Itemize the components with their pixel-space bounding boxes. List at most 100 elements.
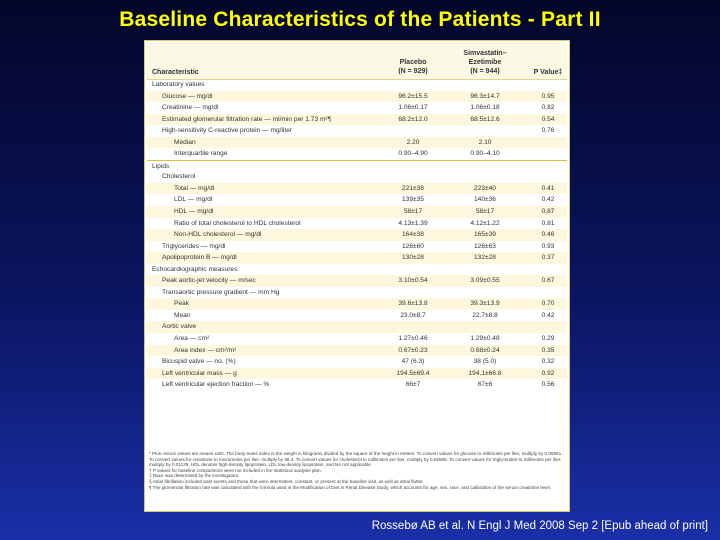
footnote: § Atrial fibrillation included past even… (149, 478, 424, 484)
footnote: ‡ Race was determined by the investigato… (149, 473, 240, 479)
simvastatin-ezetimibe-value: 3.09±0.55 (470, 277, 500, 285)
p-value: 0.87 (541, 208, 555, 216)
placebo-value: 3.10±0.54 (398, 277, 428, 285)
row-label: Glucose — mg/dl (162, 92, 213, 100)
p-value: 0.29 (541, 335, 555, 343)
table-row: Bicuspid valve — no. (%) 47 (6.3) 38 (5.0)… (147, 356, 567, 368)
placebo-value: 194.5±69.4 (396, 369, 430, 377)
table-row: Total — mg/dl 221±38 223±40 0.41 (147, 182, 567, 195)
simvastatin-ezetimibe-value: 68.5±12.6 (470, 115, 500, 123)
placebo-value: 0.90–4.90 (398, 150, 428, 158)
table-row: Area — cm² 1.27±0.46 1.29±0.48 0.29 (147, 333, 567, 345)
table-row: HDL — mg/dl 58±17 58±17 0.87 (147, 206, 567, 218)
table-row: Peak 39.6±13.8 39.3±13.9 0.70 (147, 298, 567, 310)
p-value: 0.42 (541, 311, 555, 319)
simvastatin-ezetimibe-value: 38 (5.0) (473, 358, 497, 366)
simvastatin-ezetimibe-value: 39.3±13.9 (470, 300, 500, 308)
table-row: Apolipoprotein B — mg/dl 130±28 132±28 0.37 (147, 252, 567, 264)
header-pvalue: P Value‡ (533, 69, 563, 76)
placebo-value: 96.2±15.5 (398, 92, 428, 100)
table-row: Aortic valve (147, 321, 567, 334)
header-simvastatin-ezetimibe: Simvastatin– Ezetimibe (N = 944) (453, 49, 517, 76)
footnote: † P values for baseline comparisons were… (149, 467, 322, 473)
table-row: Ratio of total cholesterol to HDL choles… (147, 218, 567, 230)
placebo-value: 58±17 (403, 208, 423, 216)
p-value: 0.32 (541, 358, 555, 366)
row-label: High-sensitivity C-reactive protein — mg… (162, 127, 293, 135)
table-row: Laboratory values (147, 79, 567, 91)
table-row: High-sensitivity C-reactive protein — mg… (147, 125, 567, 137)
table-row: Median 2.20 2.10 (147, 136, 567, 149)
placebo-value: 126±60 (402, 242, 424, 250)
row-label: Median (174, 138, 196, 146)
row-label: Bicuspid valve — no. (%) (162, 358, 236, 366)
row-label: Area — cm² (174, 335, 210, 343)
row-label: Left ventricular mass — g (162, 369, 237, 377)
row-label: Estimated glomerular filtration rate — m… (162, 115, 332, 123)
footnote: * Plus–minus values are means ±SD. The b… (149, 451, 563, 468)
table-row: Non-HDL cholesterol — mg/dl 164±38 165±39 0… (147, 229, 567, 241)
simvastatin-ezetimibe-value: 96.3±14.7 (470, 92, 500, 100)
row-label: Apolipoprotein B — mg/dl (162, 254, 237, 262)
p-value: 0.37 (541, 254, 555, 262)
citation: Rossebø AB et al. N Engl J Med 2008 Sep … (371, 520, 708, 532)
row-label: LDL — mg/dl (174, 196, 213, 204)
placebo-value: 23.0±8.7 (400, 311, 426, 319)
table-row: Mean 23.0±8.7 22.7±8.8 0.42 (147, 310, 567, 322)
header-placebo-line2: (N = 929) (398, 68, 428, 75)
table-row: Peak aortic-jet velocity — m/sec 3.10±0.5… (147, 275, 567, 287)
row-label: Creatinine — mg/dl (162, 104, 219, 112)
simvastatin-ezetimibe-value: 126±63 (474, 242, 496, 250)
row-label: Peak aortic-jet velocity — m/sec (162, 277, 256, 285)
table-row: Interquartile range 0.90–4.90 0.90–4.10 (147, 148, 567, 160)
row-label: Peak (174, 300, 190, 308)
p-value: 0.67 (541, 277, 555, 285)
header-simva-line2: Ezetimibe (468, 59, 502, 66)
table-row: Estimated glomerular filtration rate — m… (147, 113, 567, 126)
table-row: Cholesterol (147, 171, 567, 183)
p-value: 0.42 (541, 196, 555, 204)
simvastatin-ezetimibe-value: 4.12±1.22 (470, 219, 500, 227)
row-label: Laboratory values (152, 81, 205, 88)
row-label: Cholesterol (162, 173, 196, 181)
simvastatin-ezetimibe-value: 194.1±66.8 (468, 369, 502, 377)
placebo-value: 4.13±1.39 (398, 219, 428, 227)
table-footnotes: * Plus–minus values are means ±SD. The b… (149, 451, 567, 490)
header-placebo: Placebo (N = 929) (383, 58, 443, 76)
row-label: Lipids (152, 162, 170, 170)
simvastatin-ezetimibe-value: 58±17 (475, 208, 495, 216)
p-value: 0.35 (541, 346, 555, 354)
row-label: Aortic valve (162, 323, 197, 331)
p-value: 0.92 (541, 369, 555, 377)
table-row: Transaortic pressure gradient — mm Hg (147, 287, 567, 299)
row-label: Transaortic pressure gradient — mm Hg (162, 288, 280, 296)
placebo-value: 39.6±13.8 (398, 300, 428, 308)
table-row: Glucose — mg/dl 96.2±15.5 96.3±14.7 0.95 (147, 90, 567, 103)
table-row: Area index — cm²/m² 0.67±0.23 0.68±0.24 0.3… (147, 344, 567, 357)
placebo-value: 139±35 (402, 196, 424, 204)
row-label: Ratio of total cholesterol to HDL choles… (174, 219, 301, 227)
simvastatin-ezetimibe-value: 2.10 (478, 138, 492, 146)
p-value: 0.46 (541, 231, 555, 239)
footnote: ¶ The glomerular filtration rate was cal… (149, 484, 552, 490)
row-label: Triglycerides — mg/dl (162, 242, 226, 250)
p-value: 0.41 (541, 184, 555, 192)
p-value: 0.93 (541, 242, 555, 250)
simvastatin-ezetimibe-value: 0.90–4.10 (470, 150, 500, 158)
placebo-value: 164±38 (402, 231, 424, 239)
table-row: LDL — mg/dl 139±35 140±36 0.42 (147, 194, 567, 206)
placebo-value: 68.2±12.0 (398, 115, 428, 123)
header-simva-line1: Simvastatin– (463, 50, 507, 57)
baseline-table-panel: Characteristic Placebo (N = 929) Simvast… (144, 40, 570, 512)
row-label: Total — mg/dl (174, 184, 215, 192)
p-value: 0.54 (541, 115, 555, 123)
simvastatin-ezetimibe-value: 22.7±8.8 (472, 311, 498, 319)
placebo-value: 2.20 (406, 138, 420, 146)
placebo-value: 47 (6.3) (401, 358, 425, 366)
header-characteristic: Characteristic (152, 69, 199, 76)
table-row: Triglycerides — mg/dl 126±60 126±63 0.93 (147, 241, 567, 253)
row-label: Non-HDL cholesterol — mg/dl (174, 231, 262, 239)
row-label: HDL — mg/dl (174, 208, 214, 216)
table-body: Laboratory values Glucose — mg/dl 96.2±15.… (147, 79, 567, 391)
table-row: Lipids (147, 159, 567, 172)
